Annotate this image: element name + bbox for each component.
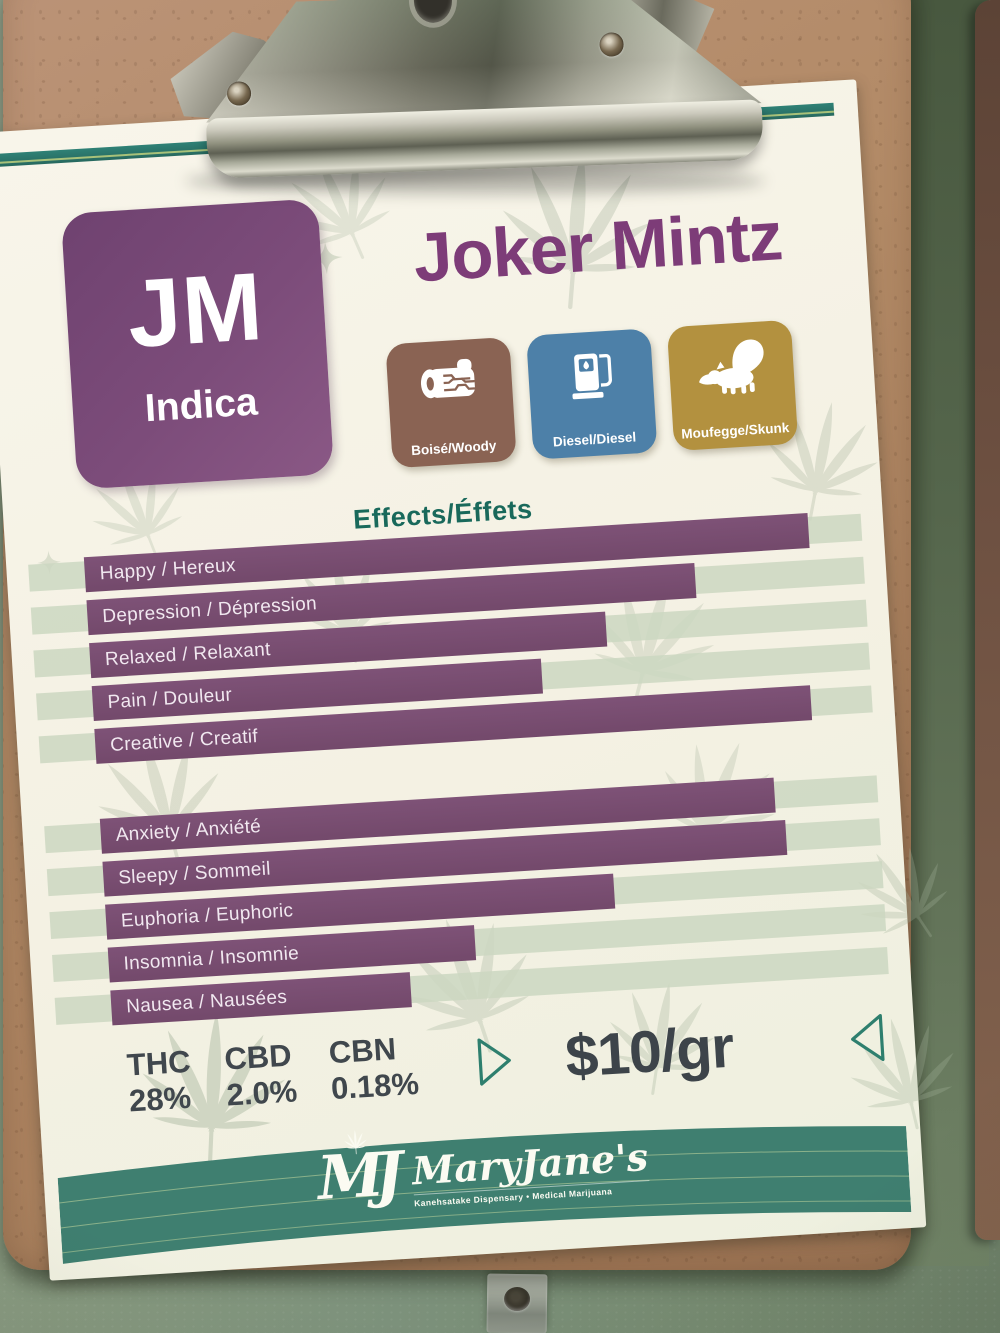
effect-label: Happy / Hereux (99, 554, 237, 584)
strain-badge: JM Indica (60, 198, 335, 490)
effect-label: Sleepy / Sommeil (117, 858, 272, 889)
effect-label: Creative / Creatif (109, 725, 259, 756)
effect-label: Pain / Douleur (106, 684, 233, 713)
adjacent-clipboard-edge (975, 0, 1000, 1240)
flavor-tile-skunk: Moufegge/Skunk (666, 319, 799, 452)
stat-value: 28% (128, 1079, 193, 1119)
menu-sheet: JM Indica Joker Mintz Boisé/Woody (0, 79, 926, 1281)
wall-bracket (486, 1273, 548, 1333)
stat-thc: THC 28% (126, 1044, 194, 1120)
stat-cbd: CBD 2.0% (223, 1037, 298, 1113)
fuel-pump-icon (572, 353, 612, 400)
stat-value: 2.0% (225, 1073, 299, 1113)
brand-monogram: MJ (315, 1131, 404, 1214)
flavor-tile-woody: Boisé/Woody (385, 336, 517, 469)
flavor-row: Boisé/Woody Diesel/Diesel (385, 317, 840, 469)
skunk-icon (699, 339, 764, 395)
effect-label: Euphoria / Euphoric (120, 899, 294, 932)
stat-label: CBN (327, 1031, 398, 1071)
effect-label: Depression / Dépression (101, 592, 318, 627)
price-per-gram: $10/gr (563, 1013, 736, 1090)
potency-price-row: THC 28% CBD 2.0% CBN 0.18% $10/gr (126, 1001, 891, 1119)
flavor-label: Boisé/Woody (410, 437, 497, 459)
cannabis-leaf-icon (337, 1125, 375, 1159)
effect-label: Anxiety / Anxiété (115, 815, 262, 846)
strain-type: Indica (143, 380, 259, 431)
effect-bar: Nausea / Nausées (110, 972, 413, 1026)
footer-band (57, 1126, 912, 1264)
triangle-right-icon (477, 1038, 512, 1086)
brand-text: MaryJane's Kanehsatake Dispensary • Medi… (410, 1116, 651, 1209)
effect-label: Relaxed / Relaxant (104, 638, 272, 670)
effect-label: Nausea / Nausées (125, 986, 288, 1018)
stat-label: THC (125, 1043, 192, 1083)
stat-cbn: CBN 0.18% (328, 1030, 420, 1107)
flavor-label: Moufegge/Skunk (680, 420, 790, 442)
flavor-tile-diesel: Diesel/Diesel (526, 328, 658, 460)
strain-code: JM (124, 253, 267, 369)
stat-value: 0.18% (330, 1065, 420, 1107)
bracket-hole (503, 1286, 531, 1312)
log-icon (420, 358, 476, 399)
stat-label: CBD (223, 1037, 293, 1077)
triangle-left-icon (851, 1013, 885, 1062)
flavor-label: Diesel/Diesel (552, 429, 637, 450)
effect-label: Insomnia / Insomnie (122, 942, 300, 975)
clipboard-clip (132, 0, 779, 199)
